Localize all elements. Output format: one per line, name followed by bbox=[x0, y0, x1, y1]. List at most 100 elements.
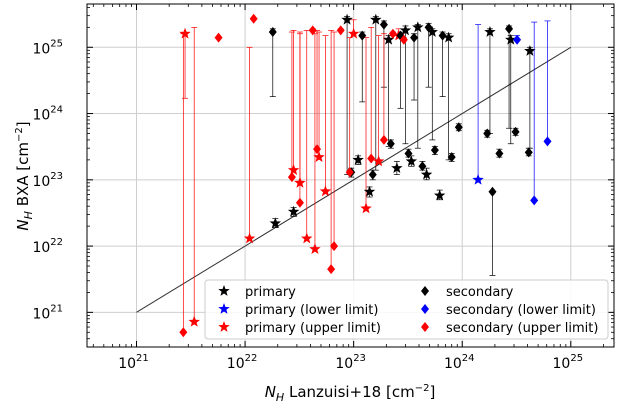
data-point bbox=[454, 122, 463, 133]
x-tick-base: 10 bbox=[335, 356, 353, 372]
one-to-one-line bbox=[136, 46, 572, 313]
legend-label: primary bbox=[245, 285, 296, 300]
y-tick-label: 1024 bbox=[32, 105, 63, 124]
data-point bbox=[330, 241, 339, 252]
y-label-rest: BXA [cm bbox=[14, 142, 32, 211]
legend: primary primary (lower limit) primary (upp… bbox=[204, 279, 609, 340]
data-point bbox=[388, 28, 397, 39]
data-point bbox=[424, 22, 433, 33]
x-tick-exp: 21 bbox=[136, 353, 149, 364]
plot-marks bbox=[136, 13, 572, 338]
y-tick-base: 10 bbox=[32, 240, 50, 256]
data-point bbox=[412, 21, 424, 33]
data-point bbox=[249, 13, 258, 24]
data-point bbox=[352, 153, 364, 165]
data-point bbox=[386, 138, 395, 149]
data-point bbox=[420, 168, 433, 180]
data-point bbox=[179, 327, 188, 338]
legend-box bbox=[204, 279, 609, 340]
data-point bbox=[309, 243, 321, 254]
data-point bbox=[483, 128, 492, 139]
x-label-sup: −2 bbox=[415, 383, 430, 394]
x-tick-label: 1023 bbox=[335, 353, 366, 372]
y-tick-exp: 21 bbox=[50, 303, 63, 314]
data-point bbox=[345, 167, 354, 178]
x-tick-base: 10 bbox=[444, 356, 462, 372]
x-tick-label: 1022 bbox=[227, 353, 258, 372]
data-point bbox=[308, 25, 317, 36]
data-point bbox=[368, 169, 377, 180]
data-point bbox=[418, 161, 427, 172]
data-point bbox=[495, 148, 504, 159]
y-tick-exp: 22 bbox=[50, 237, 63, 248]
x-tick-base: 10 bbox=[553, 356, 571, 372]
y-tick-base: 10 bbox=[32, 306, 50, 322]
x-label-main: N bbox=[265, 383, 276, 401]
data-point bbox=[347, 27, 360, 39]
data-point bbox=[287, 164, 300, 175]
data-point bbox=[433, 189, 446, 201]
data-point bbox=[379, 134, 388, 145]
legend-label: secondary (lower limit) bbox=[446, 303, 596, 318]
data-point bbox=[405, 155, 418, 167]
data-point bbox=[363, 185, 376, 197]
data-point bbox=[524, 44, 536, 56]
data-point bbox=[360, 202, 372, 214]
legend-label: secondary (upper limit) bbox=[446, 321, 598, 336]
x-tick-exp: 25 bbox=[570, 353, 583, 364]
y-label-main: N bbox=[14, 219, 32, 230]
legend-marker bbox=[421, 304, 429, 314]
y-tick-exp: 25 bbox=[50, 38, 63, 49]
data-point bbox=[399, 24, 412, 36]
x-tick-exp: 22 bbox=[245, 353, 258, 364]
data-point bbox=[319, 185, 332, 197]
legend-label: primary (lower limit) bbox=[245, 303, 378, 318]
legend-label: primary (upper limit) bbox=[245, 321, 381, 336]
data-point bbox=[269, 217, 282, 229]
legend-marker bbox=[218, 321, 230, 332]
data-point bbox=[313, 151, 325, 162]
data-point bbox=[524, 147, 533, 158]
data-point bbox=[488, 186, 497, 197]
data-point bbox=[214, 32, 223, 43]
data-point bbox=[243, 232, 256, 244]
data-point bbox=[484, 26, 496, 37]
data-point bbox=[530, 195, 539, 206]
data-point bbox=[410, 32, 419, 43]
x-tick-label: 1021 bbox=[118, 353, 149, 372]
x-tick-exp: 24 bbox=[462, 353, 475, 364]
data-point bbox=[505, 23, 514, 34]
x-tick-label: 1025 bbox=[553, 353, 584, 372]
y-tick-base: 10 bbox=[32, 108, 50, 124]
data-point bbox=[426, 26, 438, 37]
y-label-sup: −2 bbox=[14, 127, 25, 142]
legend-marker bbox=[218, 285, 230, 296]
data-point bbox=[379, 19, 388, 30]
data-point bbox=[287, 172, 296, 183]
data-point bbox=[188, 315, 200, 327]
data-point bbox=[179, 27, 191, 39]
data-point bbox=[294, 176, 306, 188]
data-point bbox=[295, 197, 304, 208]
legend-marker bbox=[421, 322, 429, 332]
legend-label: secondary bbox=[446, 285, 514, 300]
y-label-close: ] bbox=[14, 121, 32, 127]
data-point bbox=[438, 30, 447, 41]
legend-marker bbox=[421, 286, 429, 296]
y-tick-exp: 23 bbox=[50, 171, 63, 182]
data-point bbox=[511, 126, 520, 137]
data-point bbox=[336, 25, 345, 36]
data-point bbox=[447, 152, 456, 163]
y-axis-label: NH BXA [cm−2] bbox=[14, 121, 35, 230]
data-point bbox=[543, 136, 552, 147]
x-tick-base: 10 bbox=[227, 356, 245, 372]
plot-frame bbox=[86, 3, 615, 348]
data-point bbox=[391, 162, 403, 173]
x-axis-label: NH Lanzuisi+18 [cm−2] bbox=[265, 383, 436, 404]
x-label-sub: H bbox=[276, 391, 284, 404]
y-tick-label: 1021 bbox=[32, 303, 63, 322]
data-point bbox=[442, 31, 455, 43]
y-tick-base: 10 bbox=[32, 41, 50, 57]
